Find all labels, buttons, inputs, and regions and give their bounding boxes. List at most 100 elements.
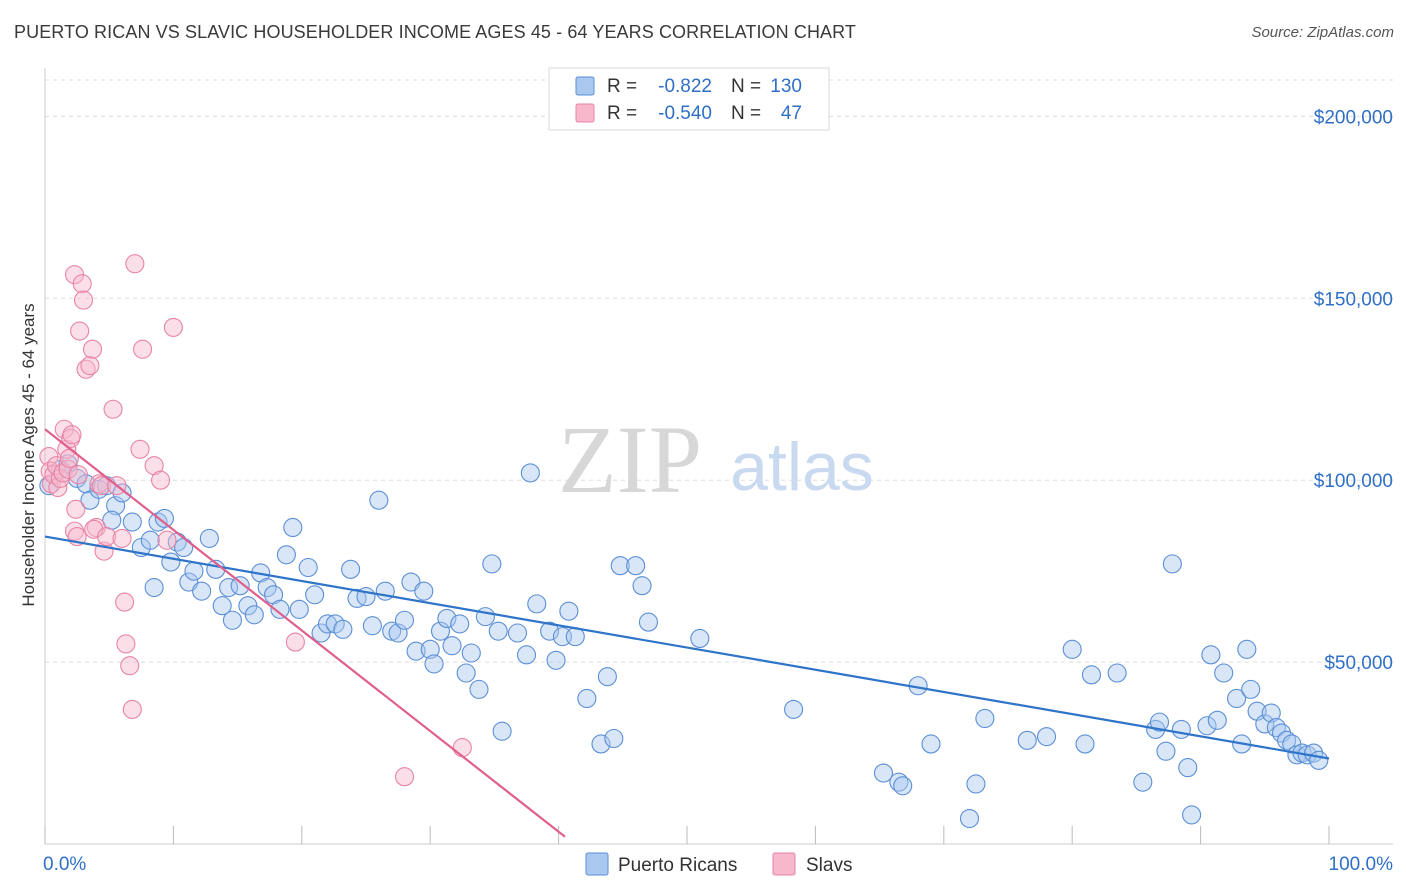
data-point-puerto-ricans	[516, 645, 537, 665]
data-point-puerto-ricans	[1156, 741, 1176, 761]
data-point-puerto-ricans	[161, 552, 181, 572]
stats-r-value: -0.540	[658, 103, 712, 124]
data-point-puerto-ricans	[450, 614, 470, 634]
data-point-puerto-ricans	[873, 763, 894, 783]
data-point-slavs	[70, 321, 90, 341]
data-point-puerto-ricans	[482, 554, 502, 574]
data-point-puerto-ricans	[382, 621, 402, 641]
data-point-slavs	[452, 738, 472, 758]
data-point-puerto-ricans	[591, 734, 611, 754]
data-point-puerto-ricans	[475, 607, 495, 627]
x-tick-label: 0.0%	[43, 854, 86, 875]
stats-n-label: N =	[731, 76, 761, 97]
data-point-puerto-ricans	[577, 688, 597, 709]
grid-lines	[45, 79, 1393, 663]
data-point-puerto-ricans	[341, 559, 361, 579]
stats-r-label: R =	[607, 103, 637, 124]
data-point-slavs	[133, 339, 153, 359]
data-point-puerto-ricans	[1017, 730, 1037, 750]
y-axis-label: Householder Income Ages 45 - 64 years	[19, 303, 38, 606]
data-point-slavs	[72, 274, 92, 294]
data-point-puerto-ricans	[546, 650, 566, 670]
data-point-puerto-ricans	[184, 561, 204, 581]
data-point-puerto-ricans	[199, 528, 219, 548]
legend-label-slavs: Slavs	[806, 855, 852, 876]
data-point-puerto-ricans	[1081, 665, 1102, 685]
series-slavs	[39, 254, 472, 787]
data-point-puerto-ricans	[298, 557, 318, 578]
watermark: ZIP atlas	[558, 406, 874, 513]
data-point-puerto-ricans	[1255, 714, 1275, 734]
data-point-puerto-ricans	[369, 490, 389, 510]
data-point-puerto-ricans	[333, 619, 353, 639]
data-point-slavs	[120, 656, 140, 676]
data-point-slavs	[116, 634, 136, 654]
data-point-puerto-ricans	[212, 596, 232, 616]
data-point-puerto-ricans	[456, 663, 476, 683]
data-point-puerto-ricans	[1149, 712, 1170, 732]
y-tick-label: $100,000	[1314, 471, 1393, 492]
axes	[44, 68, 1393, 845]
data-point-puerto-ricans	[1214, 663, 1234, 683]
data-point-puerto-ricans	[469, 679, 489, 699]
data-point-puerto-ricans	[442, 636, 462, 656]
stats-n-value: 47	[781, 103, 802, 124]
data-point-slavs	[285, 632, 305, 652]
data-point-puerto-ricans	[289, 599, 309, 619]
data-point-puerto-ricans	[461, 643, 481, 663]
data-point-puerto-ricans	[1133, 772, 1153, 792]
data-point-puerto-ricans	[257, 577, 277, 598]
stats-swatch-pink	[575, 103, 595, 123]
data-point-puerto-ricans	[784, 699, 804, 719]
data-point-puerto-ricans	[192, 581, 212, 601]
trend-lines	[44, 428, 1330, 838]
data-point-slavs	[68, 465, 88, 485]
data-point-slavs	[103, 399, 123, 419]
data-point-slavs	[76, 359, 96, 379]
data-point-puerto-ricans	[966, 774, 986, 794]
data-point-puerto-ricans	[632, 576, 652, 596]
data-point-puerto-ricans	[604, 728, 624, 749]
watermark-zip: ZIP	[558, 406, 702, 513]
data-point-puerto-ricans	[362, 616, 382, 636]
data-point-puerto-ricans	[140, 530, 160, 550]
data-point-puerto-ricans	[559, 601, 579, 621]
x-tick-label: 100.0%	[1329, 854, 1394, 875]
data-point-puerto-ricans	[1261, 703, 1281, 723]
legend-swatch-slavs	[772, 852, 796, 876]
data-point-puerto-ricans	[1075, 734, 1095, 754]
y-tick-label: $150,000	[1314, 289, 1393, 310]
data-point-puerto-ricans	[222, 610, 243, 630]
data-point-puerto-ricans	[420, 639, 440, 659]
data-point-puerto-ricans	[540, 621, 560, 641]
data-point-puerto-ricans	[305, 585, 325, 605]
stats-n-value: 130	[770, 76, 802, 97]
data-point-puerto-ricans	[492, 721, 512, 741]
data-point-slavs	[157, 530, 177, 550]
data-point-slavs	[82, 339, 103, 359]
data-point-puerto-ricans	[507, 623, 528, 643]
data-point-puerto-ricans	[893, 776, 913, 796]
data-point-puerto-ricans	[144, 577, 164, 598]
data-point-puerto-ricans	[1162, 554, 1182, 574]
stats-r-value: -0.822	[658, 76, 712, 97]
data-point-puerto-ricans	[154, 508, 174, 528]
data-point-puerto-ricans	[638, 612, 659, 632]
data-point-slavs	[394, 767, 415, 787]
series-legend: Puerto Ricans Slavs	[585, 852, 852, 876]
data-point-puerto-ricans	[527, 594, 547, 614]
data-point-puerto-ricans	[148, 512, 168, 532]
data-point-puerto-ricans	[1309, 750, 1329, 770]
chart-title: PUERTO RICAN VS SLAVIC HOUSEHOLDER INCOM…	[14, 22, 857, 42]
data-point-puerto-ricans	[1036, 727, 1057, 747]
data-point-puerto-ricans	[889, 772, 909, 792]
data-point-puerto-ricans	[406, 641, 426, 661]
data-point-puerto-ricans	[394, 610, 415, 630]
data-point-slavs	[80, 356, 100, 376]
data-point-puerto-ricans	[1207, 710, 1227, 730]
data-point-slavs	[66, 499, 86, 519]
data-point-puerto-ricans	[959, 808, 980, 829]
stats-box-frame	[548, 67, 830, 131]
data-point-puerto-ricans	[1062, 639, 1082, 659]
data-point-puerto-ricans	[230, 576, 250, 596]
